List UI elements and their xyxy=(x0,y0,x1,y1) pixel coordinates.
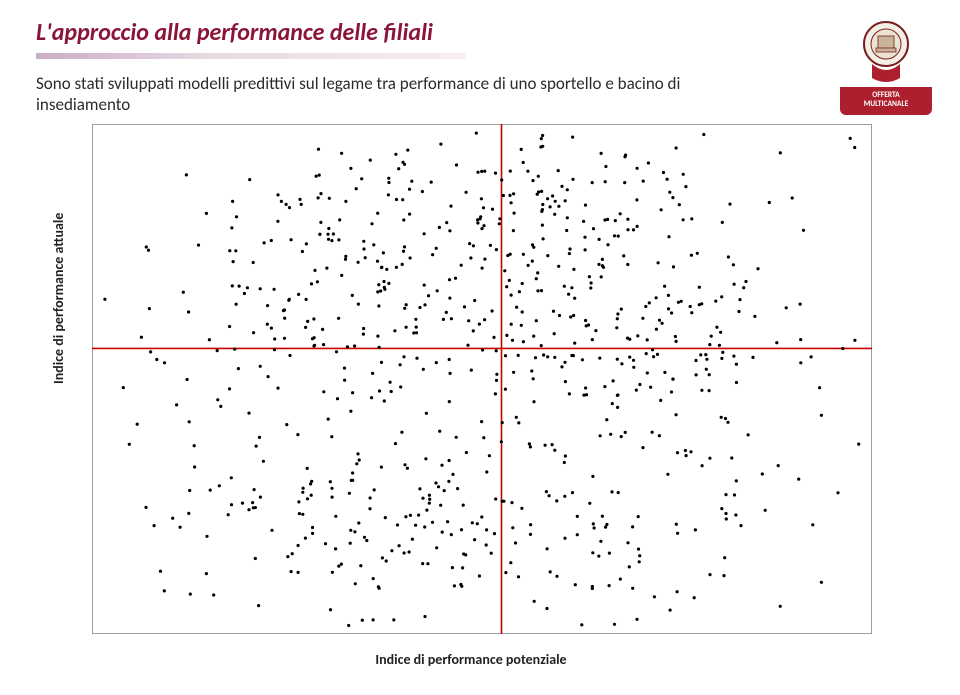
brand-logo-block: OFFERTA MULTICANALE xyxy=(840,18,932,115)
scatter-chart: Indice di performance attuale Indice di … xyxy=(56,124,886,664)
title-underline xyxy=(36,53,466,59)
ribbon-line1: OFFERTA xyxy=(846,91,926,100)
y-axis-label: Indice di performance attuale xyxy=(50,212,67,383)
intro-text: Sono stati sviluppati modelli predittivi… xyxy=(36,73,736,116)
brand-ribbon: OFFERTA MULTICANALE xyxy=(840,87,932,115)
ribbon-line2: MULTICANALE xyxy=(846,100,926,109)
scatter-plot-svg xyxy=(92,124,872,634)
brand-logo-icon xyxy=(852,18,920,86)
page-title: L'approccio alla performance delle filia… xyxy=(36,18,736,47)
x-axis-label: Indice di performance potenziale xyxy=(56,651,886,668)
